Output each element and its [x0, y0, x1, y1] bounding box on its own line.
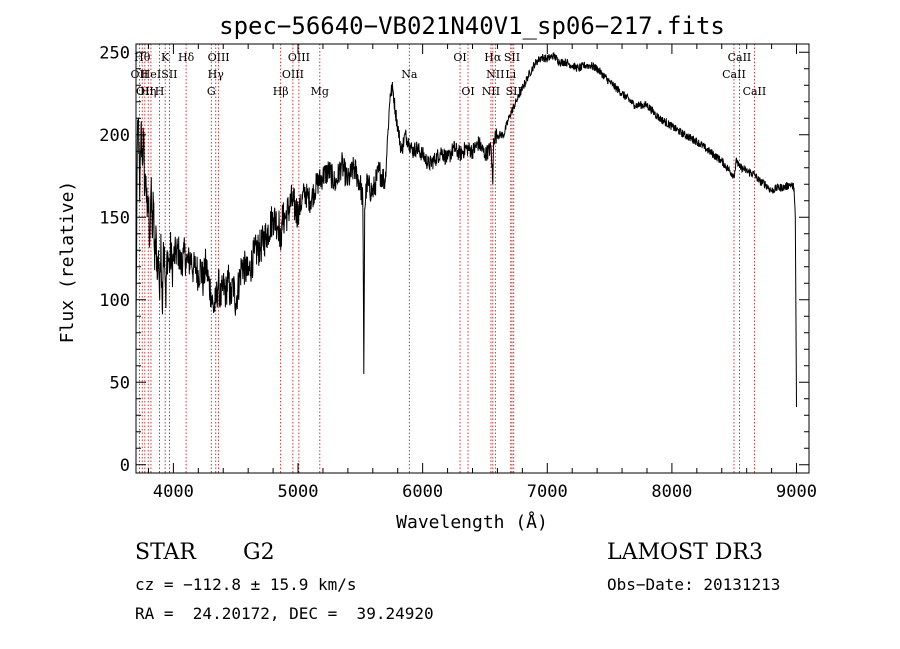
line-label: H: [155, 85, 165, 98]
line-label: OIII: [288, 51, 310, 64]
x-tick-label: 6000: [402, 482, 443, 502]
y-tick-label: 0: [120, 456, 130, 476]
x-tick-label: 7000: [527, 482, 568, 502]
survey-name: LAMOST DR3: [607, 540, 763, 565]
line-label: CaII: [722, 68, 746, 81]
line-label: SII: [161, 68, 177, 81]
line-label: NII: [486, 68, 504, 81]
y-tick-label: 250: [99, 43, 130, 63]
line-label: OII: [131, 68, 149, 81]
y-axis-label: Flux (relative): [57, 181, 78, 344]
y-tick-label: 200: [99, 126, 130, 146]
line-label: NII: [482, 85, 500, 98]
line-label: Mg: [311, 85, 329, 98]
y-tick-label: 100: [99, 291, 130, 311]
line-label: Hη: [140, 85, 156, 98]
line-label: K: [161, 51, 170, 64]
spectrum-chart: spec−56640−VB021N40V1_sp06−217.fits OIIH…: [57, 12, 817, 533]
line-label: Hα: [484, 51, 502, 64]
plot-frame: [135, 43, 810, 474]
line-label: G: [207, 85, 216, 98]
spectral-line-markers: [138, 44, 755, 473]
y-tick-label: 150: [99, 208, 130, 228]
line-label: SII: [504, 51, 520, 64]
spectral-line-labels: OIIHθOIIHηHeIHKSIIHδGHγOIIIHβOIIIOIIIMgN…: [131, 51, 767, 98]
y-tick-label: 50: [110, 373, 130, 393]
line-label: Hγ: [208, 68, 225, 81]
line-label: OII: [136, 85, 154, 98]
line-label: Na: [401, 68, 418, 81]
x-tick-label: 4000: [153, 482, 194, 502]
x-axis-label: Wavelength (Å): [396, 511, 548, 533]
line-label: Hβ: [273, 85, 289, 98]
line-label: HeI: [141, 68, 161, 81]
line-label: OI: [453, 51, 466, 64]
x-axis: 4000 5000 6000 7000 8000 9000: [147, 44, 817, 502]
line-label: CaII: [728, 51, 752, 64]
line-label: Hδ: [178, 51, 195, 64]
chart-title: spec−56640−VB021N40V1_sp06−217.fits: [219, 12, 725, 40]
observation-date: Obs−Date: 20131213: [607, 575, 781, 594]
x-tick-label: 8000: [651, 482, 692, 502]
spectrum-line: [135, 52, 797, 408]
object-subclass: G2: [243, 540, 275, 565]
line-label: Hθ: [134, 51, 151, 64]
x-tick-label: 9000: [776, 482, 817, 502]
object-class: STAR: [135, 540, 196, 565]
line-label: Li: [505, 68, 516, 81]
line-label: OIII: [282, 68, 304, 81]
line-label: OI: [461, 85, 474, 98]
line-label: CaII: [743, 85, 767, 98]
spectrum-series: [135, 52, 797, 408]
x-tick-label: 5000: [278, 482, 319, 502]
line-label: OIII: [208, 51, 230, 64]
ra-dec-coordinates: RA = 24.20172, DEC = 39.24920: [135, 604, 434, 623]
redshift-cz: cz = −112.8 ± 15.9 km/s: [135, 575, 357, 594]
y-axis: 0 50 100 150 200 250: [99, 43, 809, 476]
